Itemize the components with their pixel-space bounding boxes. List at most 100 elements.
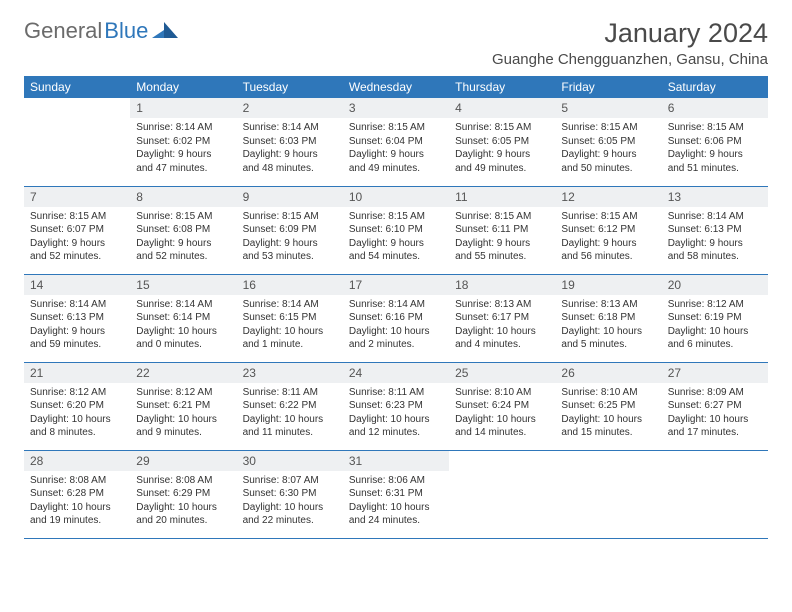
day-number: 21 xyxy=(24,363,130,383)
day-body: Sunrise: 8:15 AMSunset: 6:05 PMDaylight:… xyxy=(555,118,661,180)
day-line: and 14 minutes. xyxy=(455,426,549,440)
day-body: Sunrise: 8:09 AMSunset: 6:27 PMDaylight:… xyxy=(662,383,768,445)
day-number: 27 xyxy=(662,363,768,383)
day-body: Sunrise: 8:15 AMSunset: 6:07 PMDaylight:… xyxy=(24,207,130,269)
day-line: Daylight: 9 hours xyxy=(455,237,549,251)
day-body xyxy=(24,118,130,126)
day-line: and 55 minutes. xyxy=(455,250,549,264)
day-line: Sunrise: 8:14 AM xyxy=(243,298,337,312)
day-number: 4 xyxy=(449,98,555,118)
day-line: Daylight: 9 hours xyxy=(136,237,230,251)
calendar-day-cell: 5Sunrise: 8:15 AMSunset: 6:05 PMDaylight… xyxy=(555,98,661,186)
day-line: Sunset: 6:17 PM xyxy=(455,311,549,325)
calendar-day-cell: 2Sunrise: 8:14 AMSunset: 6:03 PMDaylight… xyxy=(237,98,343,186)
day-line: and 2 minutes. xyxy=(349,338,443,352)
page-header: General Blue January 2024 Guanghe Chengg… xyxy=(24,18,768,68)
day-line: Sunset: 6:21 PM xyxy=(136,399,230,413)
day-line: and 6 minutes. xyxy=(668,338,762,352)
day-body: Sunrise: 8:12 AMSunset: 6:20 PMDaylight:… xyxy=(24,383,130,445)
day-body: Sunrise: 8:13 AMSunset: 6:18 PMDaylight:… xyxy=(555,295,661,357)
calendar-day-cell: 31 Sunrise: 8:06 AMSunset: 6:31 PMDayligh… xyxy=(343,450,449,538)
day-line: and 15 minutes. xyxy=(561,426,655,440)
day-line: and 59 minutes. xyxy=(30,338,124,352)
day-line: Sunrise: 8:10 AM xyxy=(455,386,549,400)
day-line: Daylight: 10 hours xyxy=(349,325,443,339)
day-line: Daylight: 10 hours xyxy=(30,501,124,515)
day-line: Sunset: 6:16 PM xyxy=(349,311,443,325)
day-line: and 52 minutes. xyxy=(30,250,124,264)
brand-mark-icon xyxy=(152,20,178,43)
day-line: Sunrise: 8:15 AM xyxy=(30,210,124,224)
calendar-day-cell: 3Sunrise: 8:15 AMSunset: 6:04 PMDaylight… xyxy=(343,98,449,186)
day-line: and 11 minutes. xyxy=(243,426,337,440)
weekday-header: Friday xyxy=(555,76,661,98)
calendar-day-cell: 12Sunrise: 8:15 AMSunset: 6:12 PMDayligh… xyxy=(555,186,661,274)
day-number: 15 xyxy=(130,275,236,295)
day-line: and 0 minutes. xyxy=(136,338,230,352)
day-line: Sunrise: 8:15 AM xyxy=(561,210,655,224)
day-body: Sunrise: 8:14 AMSunset: 6:14 PMDaylight:… xyxy=(130,295,236,357)
calendar-table: SundayMondayTuesdayWednesdayThursdayFrid… xyxy=(24,76,768,539)
calendar-week-row: 14 Sunrise: 8:14 AM Sunset: 6:13 PM Dayligh… xyxy=(24,274,768,362)
day-line: Sunset: 6:12 PM xyxy=(561,223,655,237)
day-line: Daylight: 9 hours xyxy=(30,237,124,251)
day-number: 11 xyxy=(449,187,555,207)
calendar-day-cell xyxy=(449,450,555,538)
day-line: Sunrise: 8:12 AM xyxy=(136,386,230,400)
day-line: Sunrise: 8:06 AM xyxy=(349,474,443,488)
day-line: and 53 minutes. xyxy=(243,250,337,264)
day-line: Daylight: 10 hours xyxy=(243,413,337,427)
day-body: Sunrise: 8:14 AMSunset: 6:13 PMDaylight:… xyxy=(662,207,768,269)
day-line: Sunset: 6:05 PM xyxy=(455,135,549,149)
day-line: Sunrise: 8:13 AM xyxy=(561,298,655,312)
brand-part2: Blue xyxy=(104,18,148,44)
day-line: Daylight: 10 hours xyxy=(561,325,655,339)
day-number: 25 xyxy=(449,363,555,383)
day-line: Sunset: 6:28 PM xyxy=(30,487,124,501)
day-line: Sunset: 6:11 PM xyxy=(455,223,549,237)
day-line: Daylight: 9 hours xyxy=(243,237,337,251)
day-line: Sunset: 6:15 PM xyxy=(243,311,337,325)
day-line: Daylight: 10 hours xyxy=(561,413,655,427)
calendar-day-cell: 25Sunrise: 8:10 AMSunset: 6:24 PMDayligh… xyxy=(449,362,555,450)
calendar-week-row: 7Sunrise: 8:15 AMSunset: 6:07 PMDaylight… xyxy=(24,186,768,274)
day-number: 5 xyxy=(555,98,661,118)
day-line: Sunrise: 8:15 AM xyxy=(561,121,655,135)
day-body xyxy=(555,471,661,479)
day-number: 19 xyxy=(555,275,661,295)
day-body: Sunrise: 8:08 AMSunset: 6:28 PMDaylight:… xyxy=(24,471,130,533)
calendar-day-cell: 19Sunrise: 8:13 AMSunset: 6:18 PMDayligh… xyxy=(555,274,661,362)
day-number: 20 xyxy=(662,275,768,295)
day-line: Sunset: 6:13 PM xyxy=(30,311,124,325)
day-line: Sunrise: 8:14 AM xyxy=(349,298,443,312)
day-line: Daylight: 9 hours xyxy=(668,237,762,251)
day-body: Sunrise: 8:11 AMSunset: 6:22 PMDaylight:… xyxy=(237,383,343,445)
day-line: Sunset: 6:30 PM xyxy=(243,487,337,501)
day-number: 3 xyxy=(343,98,449,118)
day-line: Sunrise: 8:15 AM xyxy=(668,121,762,135)
day-number: 8 xyxy=(130,187,236,207)
day-line: Daylight: 10 hours xyxy=(349,501,443,515)
day-line: Sunrise: 8:15 AM xyxy=(349,210,443,224)
calendar-day-cell: 15Sunrise: 8:14 AMSunset: 6:14 PMDayligh… xyxy=(130,274,236,362)
day-number: 14 xyxy=(24,275,130,295)
day-number: 12 xyxy=(555,187,661,207)
day-line: Sunrise: 8:11 AM xyxy=(243,386,337,400)
day-body: Sunrise: 8:15 AMSunset: 6:05 PMDaylight:… xyxy=(449,118,555,180)
day-line: Sunset: 6:22 PM xyxy=(243,399,337,413)
day-line: and 51 minutes. xyxy=(668,162,762,176)
day-line: and 52 minutes. xyxy=(136,250,230,264)
day-line: Sunset: 6:31 PM xyxy=(349,487,443,501)
day-line: and 58 minutes. xyxy=(668,250,762,264)
day-body: Sunrise: 8:15 AMSunset: 6:12 PMDaylight:… xyxy=(555,207,661,269)
day-line: Sunset: 6:13 PM xyxy=(668,223,762,237)
day-line: and 49 minutes. xyxy=(455,162,549,176)
calendar-day-cell: 16Sunrise: 8:14 AMSunset: 6:15 PMDayligh… xyxy=(237,274,343,362)
day-line: Daylight: 10 hours xyxy=(455,325,549,339)
day-number: 26 xyxy=(555,363,661,383)
day-number: 31 xyxy=(343,451,449,471)
day-line: Sunrise: 8:14 AM xyxy=(136,121,230,135)
day-line: Sunrise: 8:13 AM xyxy=(455,298,549,312)
calendar-day-cell: 11Sunrise: 8:15 AMSunset: 6:11 PMDayligh… xyxy=(449,186,555,274)
day-line: and 5 minutes. xyxy=(561,338,655,352)
